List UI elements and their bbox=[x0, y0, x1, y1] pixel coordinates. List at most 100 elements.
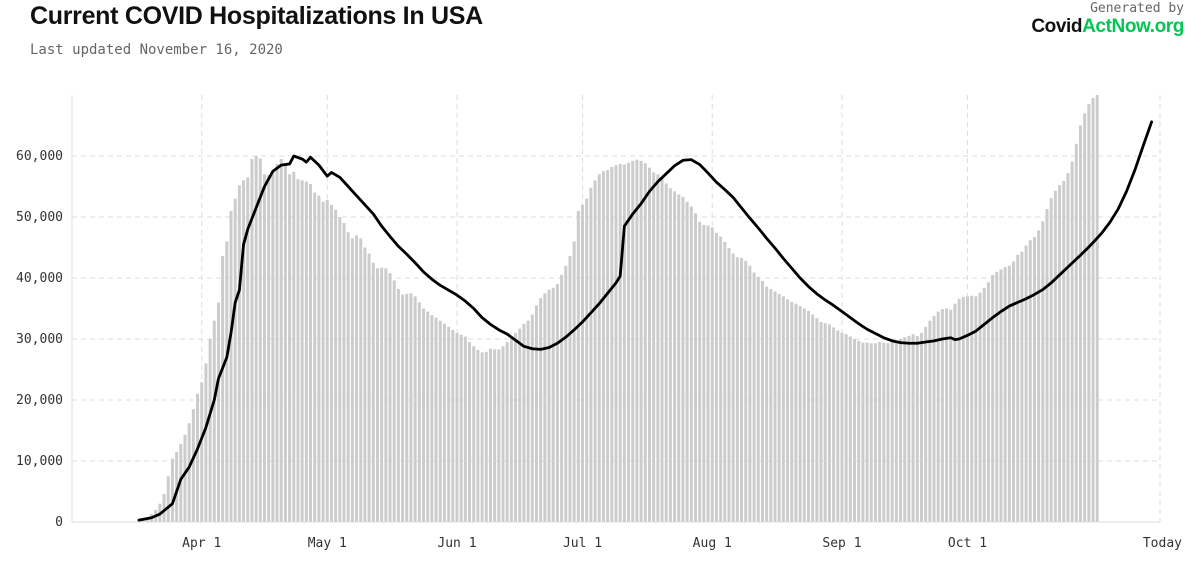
bar bbox=[790, 301, 794, 522]
bar bbox=[246, 177, 250, 522]
bar bbox=[995, 271, 999, 522]
bar bbox=[141, 520, 145, 522]
bar bbox=[656, 174, 660, 523]
chart-title: Current COVID Hospitalizations In USA bbox=[30, 2, 483, 30]
bar bbox=[601, 171, 605, 522]
bar bbox=[840, 332, 844, 522]
bar bbox=[957, 298, 961, 522]
bar bbox=[229, 210, 233, 522]
bar bbox=[329, 204, 333, 523]
bar bbox=[618, 163, 622, 522]
brand-block[interactable]: Generated by CovidActNow.org bbox=[1031, 1, 1184, 37]
bar bbox=[484, 351, 488, 522]
bar bbox=[635, 159, 639, 522]
bar bbox=[593, 180, 597, 522]
bar bbox=[442, 323, 446, 522]
bar bbox=[355, 235, 359, 523]
bar bbox=[832, 327, 836, 522]
bar bbox=[647, 167, 651, 522]
bar bbox=[986, 282, 990, 522]
bar bbox=[497, 349, 501, 522]
bar bbox=[899, 339, 903, 522]
bar bbox=[919, 332, 923, 522]
bar bbox=[401, 294, 405, 522]
axis-layer: 0 10,000 20,000 30,000 40,000 50,000 60,000 Apr… bbox=[16, 149, 1182, 551]
bar bbox=[447, 326, 451, 522]
bar bbox=[514, 332, 518, 522]
bar bbox=[279, 159, 283, 523]
bar bbox=[1012, 261, 1016, 522]
bar bbox=[555, 284, 559, 522]
bar bbox=[706, 225, 710, 523]
bar bbox=[187, 423, 191, 522]
bar bbox=[752, 272, 756, 522]
bar bbox=[698, 221, 702, 522]
bar bbox=[317, 195, 321, 522]
bar bbox=[597, 174, 601, 523]
bar bbox=[890, 342, 894, 522]
y-tick-label: 30,000 bbox=[16, 332, 63, 347]
bar bbox=[208, 339, 212, 522]
y-tick-label: 20,000 bbox=[16, 393, 63, 408]
bar bbox=[769, 288, 773, 522]
bar bbox=[673, 191, 677, 522]
bar bbox=[723, 242, 727, 522]
x-tick-label: Today bbox=[1143, 536, 1182, 551]
bar bbox=[371, 262, 375, 522]
bar bbox=[405, 293, 409, 522]
bar bbox=[585, 198, 589, 522]
bar bbox=[802, 308, 806, 522]
bar bbox=[966, 296, 970, 522]
bar bbox=[1087, 104, 1091, 523]
bar bbox=[455, 332, 459, 522]
bar bbox=[589, 187, 593, 522]
bar bbox=[242, 180, 246, 522]
bar bbox=[576, 210, 580, 522]
bar bbox=[664, 183, 668, 522]
bars-layer bbox=[137, 95, 1099, 523]
bar bbox=[350, 238, 354, 522]
bar bbox=[476, 349, 480, 522]
covidactnow-logo[interactable]: CovidActNow.org bbox=[1031, 17, 1184, 37]
bar bbox=[614, 165, 618, 522]
bar bbox=[392, 280, 396, 522]
bar bbox=[468, 342, 472, 522]
bar bbox=[819, 321, 823, 522]
bar bbox=[296, 179, 300, 522]
bar bbox=[534, 305, 538, 522]
bar bbox=[631, 160, 635, 522]
bar bbox=[652, 172, 656, 522]
bar bbox=[459, 334, 463, 522]
bar bbox=[953, 303, 957, 522]
bar bbox=[781, 296, 785, 522]
bar bbox=[480, 352, 484, 522]
bar bbox=[363, 247, 367, 522]
bar bbox=[999, 269, 1003, 522]
bar bbox=[773, 291, 777, 522]
bar bbox=[196, 393, 200, 522]
bar bbox=[204, 363, 208, 522]
bar bbox=[522, 323, 526, 522]
y-tick-label: 50,000 bbox=[16, 210, 63, 225]
x-tick-label: Jun 1 bbox=[437, 536, 476, 551]
bar bbox=[815, 318, 819, 522]
bar bbox=[380, 267, 384, 522]
bar bbox=[949, 309, 953, 522]
bar bbox=[1091, 98, 1095, 523]
bar bbox=[417, 302, 421, 522]
bar bbox=[1045, 209, 1049, 522]
bar bbox=[1066, 173, 1070, 522]
bar bbox=[1095, 95, 1099, 522]
bar bbox=[430, 315, 434, 522]
bar bbox=[564, 265, 568, 522]
bar bbox=[1049, 198, 1053, 522]
bar bbox=[765, 286, 769, 522]
bar bbox=[622, 164, 626, 523]
bar bbox=[346, 232, 350, 522]
bar bbox=[1032, 237, 1036, 522]
bar bbox=[518, 328, 522, 522]
bar bbox=[727, 248, 731, 523]
bar bbox=[162, 493, 166, 522]
bar bbox=[271, 171, 275, 522]
line-layer bbox=[137, 120, 1154, 522]
